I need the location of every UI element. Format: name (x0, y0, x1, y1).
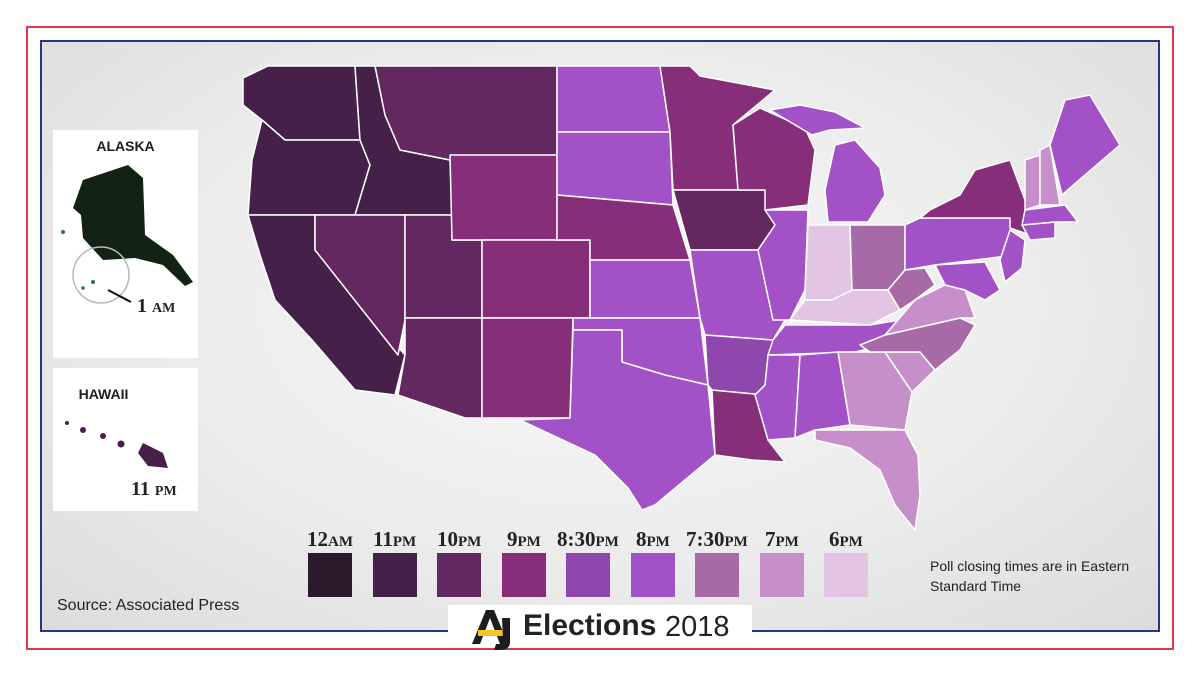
state-michigan-upper (769, 104, 866, 136)
state-colorado (481, 239, 591, 319)
state-montana (374, 65, 558, 161)
state-kansas (589, 259, 701, 319)
state-kentucky (789, 289, 901, 326)
state-maryland (934, 261, 1001, 301)
legend-label-6: 7:30PM (686, 527, 748, 551)
state-northdakota (556, 65, 671, 133)
hawaii-label: HAWAII (78, 386, 129, 402)
state-arizona (397, 317, 483, 419)
state-vermont (1024, 154, 1041, 211)
state-maine (1049, 94, 1121, 196)
legend-swatch-7 (760, 553, 804, 597)
alaska-time: 1 AM (137, 295, 176, 317)
footer-year: 2018 (665, 611, 730, 643)
state-pennsylvania (904, 217, 1016, 271)
state-indiana (804, 224, 853, 301)
legend-label-2: 10PM (437, 527, 482, 551)
state-southdakota (556, 131, 674, 206)
outer-frame (26, 26, 1174, 650)
legend-label-1: 11PM (373, 527, 417, 551)
state-florida (814, 429, 921, 531)
state-arkansas (704, 334, 774, 396)
legend-swatch-1 (373, 553, 417, 597)
legend-swatch-4 (566, 553, 610, 597)
state-michigan-lower (824, 139, 886, 223)
state-newhampshire (1039, 144, 1061, 206)
state-texas (519, 329, 716, 511)
hawaii-map (65, 421, 168, 468)
alaska-inset: ALASKA 1 AM (53, 130, 198, 358)
alaska-label: ALASKA (96, 138, 155, 154)
legend-swatch-2 (437, 553, 481, 597)
footer-title: Elections (523, 609, 657, 642)
legend-label-4: 8:30PM (557, 527, 619, 551)
state-newjersey (999, 229, 1026, 283)
legend-label-5: 8PM (636, 527, 670, 551)
state-massachusetts (1021, 204, 1079, 226)
legend-note: Poll closing times are in Eastern Standa… (930, 558, 1130, 594)
alaska-map (61, 165, 193, 304)
legend-swatch-5 (631, 553, 675, 597)
aj-logo-icon (472, 610, 510, 650)
state-westvirginia (887, 267, 936, 311)
legend-label-8: 6PM (829, 527, 863, 551)
legend-label-7: 7PM (765, 527, 799, 551)
legend-label-0: 12AM (307, 527, 353, 551)
hawaii-time: 11 PM (131, 478, 177, 500)
state-nevada (314, 214, 406, 356)
state-iowa (672, 189, 776, 251)
source-credit: Source: Associated Press (57, 597, 240, 614)
legend-swatch-0 (308, 553, 352, 597)
state-wisconsin (732, 107, 816, 211)
hawaii-inset: HAWAII 11 PM (53, 368, 198, 511)
state-newmexico (481, 317, 574, 419)
legend-swatch-3 (502, 553, 546, 597)
state-illinois (757, 209, 809, 321)
legend-swatch-8 (824, 553, 868, 597)
state-alabama (794, 351, 851, 439)
state-wyoming (449, 154, 558, 241)
legend-swatch-6 (695, 553, 739, 597)
legend-label-3: 9PM (507, 527, 541, 551)
